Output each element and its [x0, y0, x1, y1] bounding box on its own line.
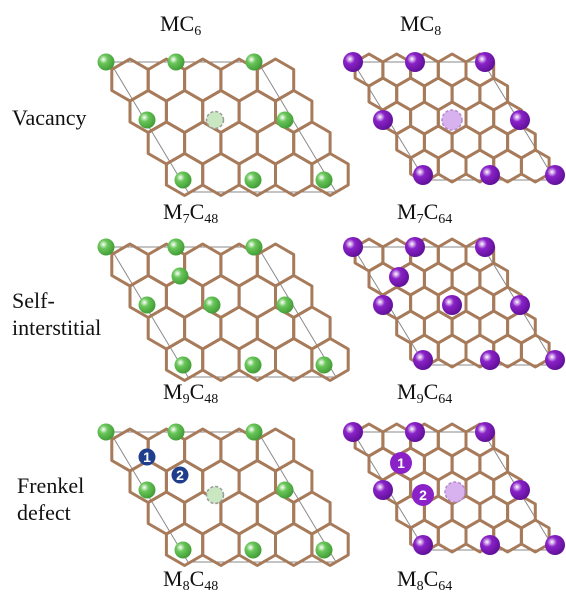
metal-atom — [97, 53, 115, 71]
interstitial-atom — [171, 267, 189, 285]
metal-atom — [245, 238, 263, 256]
metal-atom — [174, 541, 192, 559]
metal-atom — [475, 52, 495, 72]
metal-atom — [315, 171, 333, 189]
metal-atom — [167, 423, 185, 441]
metal-atom — [167, 238, 185, 256]
metal-atom — [244, 356, 262, 374]
carbon-ring — [519, 518, 551, 554]
metal-atom — [405, 422, 425, 442]
interstitial-atom — [389, 267, 409, 287]
vacancy-site — [205, 110, 225, 130]
metal-atom — [373, 480, 393, 500]
metal-atom — [510, 480, 530, 500]
metal-atom — [343, 422, 363, 442]
metal-atom — [138, 296, 156, 314]
metal-atom — [276, 481, 294, 499]
vacancy-site — [444, 481, 466, 503]
carbon-ring — [310, 522, 350, 567]
metal-atom — [138, 111, 156, 129]
formula-frenkel-left: M8C48 — [163, 566, 219, 594]
header-mc8: MC8 — [400, 11, 442, 39]
metal-atom — [174, 356, 192, 374]
defect-marker-2 — [412, 484, 434, 506]
formula-interstitial-left: M9C48 — [163, 379, 219, 407]
metal-atom — [97, 423, 115, 441]
metal-atom — [315, 356, 333, 374]
formula-interstitial-right: M9C64 — [397, 379, 453, 407]
metal-atom — [413, 165, 433, 185]
metal-atom — [480, 165, 500, 185]
metal-atom — [442, 295, 462, 315]
metal-atom — [480, 535, 500, 555]
defect-marker-1 — [390, 452, 412, 474]
carbon-ring — [519, 148, 551, 184]
panel-vacancy-mc6 — [97, 53, 350, 197]
carbon-ring — [519, 333, 551, 369]
metal-atom — [480, 350, 500, 370]
row-label-vacancy: Vacancy — [12, 105, 87, 130]
header-mc6: MC6 — [160, 11, 202, 39]
panel-interstitial-mc8 — [343, 237, 565, 370]
metal-atom — [405, 237, 425, 257]
metal-atom — [510, 295, 530, 315]
metal-atom — [203, 296, 221, 314]
formula-vacancy-right: M7C64 — [397, 199, 453, 227]
panel-interstitial-mc6 — [97, 238, 350, 382]
defect-marker-1 — [138, 448, 156, 466]
metal-atom — [276, 111, 294, 129]
metal-atom — [413, 350, 433, 370]
metal-atom — [244, 171, 262, 189]
metal-atom — [413, 535, 433, 555]
metal-atom — [475, 237, 495, 257]
metal-atom — [545, 350, 565, 370]
metal-atom — [138, 481, 156, 499]
panel-vacancy-mc8 — [343, 52, 565, 185]
metal-atom — [174, 171, 192, 189]
metal-atom — [245, 53, 263, 71]
formula-vacancy-left: M7C48 — [163, 199, 219, 227]
metal-atom — [343, 237, 363, 257]
row-label-self-interstitial: Self- interstitial — [12, 288, 102, 340]
metal-atom — [315, 541, 333, 559]
row-label-frenkel-defect: Frenkel defect — [17, 473, 85, 525]
vacancy-site — [205, 485, 225, 505]
metal-atom — [545, 165, 565, 185]
metal-atom — [405, 52, 425, 72]
metal-atom — [97, 238, 115, 256]
metal-atom — [545, 535, 565, 555]
metal-atom — [475, 422, 495, 442]
metal-atom — [244, 541, 262, 559]
metal-atom — [343, 52, 363, 72]
defect-marker-2 — [171, 466, 189, 484]
metal-atom — [167, 53, 185, 71]
formula-frenkel-right: M8C64 — [397, 566, 453, 594]
defect-marker-label: 2 — [176, 467, 184, 483]
carbon-ring — [310, 152, 350, 197]
vacancy-site — [441, 109, 463, 131]
defect-marker-label: 1 — [143, 449, 151, 465]
panel-frenkel-mc8: 12 — [343, 422, 565, 555]
metal-atom — [510, 110, 530, 130]
metal-atom — [276, 296, 294, 314]
metal-atom — [373, 110, 393, 130]
metal-atom — [373, 295, 393, 315]
metal-atom — [245, 423, 263, 441]
defect-marker-label: 1 — [397, 455, 405, 471]
panel-frenkel-mc6: 12 — [97, 423, 350, 567]
carbon-ring — [310, 337, 350, 382]
defect-marker-label: 2 — [419, 487, 427, 503]
